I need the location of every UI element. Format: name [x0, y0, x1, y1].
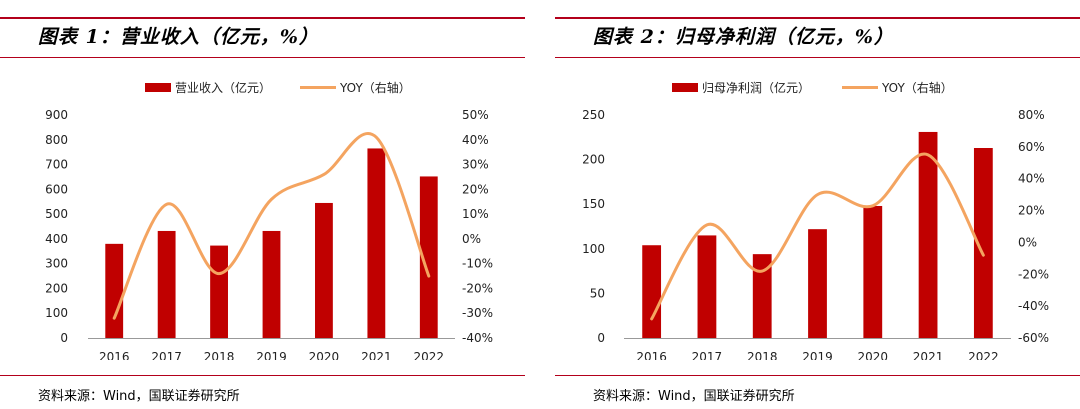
- y-right-tick-label: -20%: [1018, 267, 1049, 281]
- x-tick-label: 2022: [968, 350, 999, 360]
- legend-bar-swatch: [145, 83, 171, 92]
- legend-line-label: YOY（右轴）: [339, 80, 411, 95]
- y-left-tick-label: 900: [45, 108, 68, 122]
- yoy-line: [112, 132, 431, 320]
- top-rule: [555, 17, 1080, 19]
- y-axis-right: -40% -30% -20% -10% 0% 10% 20% 30% 40% 50%: [462, 108, 493, 345]
- y-left-tick-label: 0: [60, 331, 68, 345]
- y-right-tick-label: 30%: [462, 158, 489, 172]
- y-right-tick-label: 40%: [1018, 172, 1045, 186]
- x-tick-label: 2016: [99, 350, 130, 360]
- bar: [262, 230, 281, 338]
- y-left-tick-label: 500: [45, 207, 68, 221]
- source-note: 资料来源：Wind，国联证券研究所: [593, 389, 795, 404]
- y-left-tick-label: 250: [582, 108, 605, 122]
- y-right-tick-label: -40%: [462, 331, 493, 345]
- bar: [697, 235, 717, 338]
- y-left-tick-label: 700: [45, 158, 68, 172]
- y-right-tick-label: 0%: [1018, 235, 1037, 249]
- legend-line-label: YOY（右轴）: [881, 80, 953, 95]
- y-left-tick-label: 600: [45, 182, 68, 196]
- y-left-tick-label: 0: [597, 331, 605, 345]
- y-axis-left: 0 100 200 300 400 500 600 700 800 900: [45, 108, 68, 345]
- x-tick-label: 2019: [802, 350, 833, 360]
- net-profit-chart: 归母净利润（亿元） YOY（右轴）050100150200250-60%-40%-…: [582, 80, 1049, 360]
- y-right-tick-label: -60%: [1018, 331, 1049, 345]
- legend-bar-label: 营业收入（亿元）: [175, 80, 271, 95]
- chart-panel-net-profit: 图表 2：归母净利润（亿元，%） 归母净利润（亿元） YOY（右轴） 0 50 100 1…: [555, 0, 1080, 409]
- bottom-rule: [0, 375, 525, 376]
- y-right-tick-label: -20%: [462, 281, 493, 295]
- bottom-rule: [555, 375, 1080, 376]
- bar: [157, 230, 176, 338]
- legend: 归母净利润（亿元） YOY（右轴）: [672, 80, 953, 95]
- x-tick-label: 2018: [747, 350, 778, 360]
- bar: [863, 205, 883, 338]
- y-left-tick-label: 200: [582, 153, 605, 167]
- y-right-tick-label: 20%: [462, 182, 489, 196]
- chart-title: 图表 1：营业收入（亿元，%）: [38, 26, 319, 48]
- title-rule: [0, 57, 525, 58]
- y-right-tick-label: 80%: [1018, 108, 1045, 122]
- x-tick-label: 2022: [414, 350, 445, 360]
- x-axis: 2016 2017 2018 2019 2020 2021 2022: [636, 350, 998, 360]
- y-right-tick-label: 0%: [462, 232, 481, 246]
- x-tick-label: 2017: [692, 350, 723, 360]
- bar: [808, 229, 827, 338]
- bar-series: [105, 148, 438, 338]
- y-axis-right: -60% -40% -20% 0% 20% 40% 60% 80%: [1018, 108, 1049, 345]
- x-axis: 2016 2017 2018 2019 2020 2021 2022: [99, 350, 444, 360]
- y-right-tick-label: 10%: [462, 207, 489, 221]
- source-note: 资料来源：Wind，国联证券研究所: [38, 389, 240, 404]
- bar: [973, 148, 993, 338]
- y-left-tick-label: 150: [582, 197, 605, 211]
- y-left-tick-label: 800: [45, 133, 68, 147]
- bar: [752, 254, 772, 338]
- y-right-tick-label: -30%: [462, 306, 493, 320]
- x-tick-label: 2019: [256, 350, 287, 360]
- x-tick-label: 2018: [204, 350, 235, 360]
- y-axis-left: 0 50 100 150 200 250: [582, 108, 605, 345]
- bar: [419, 176, 438, 338]
- y-left-tick-label: 400: [45, 232, 68, 246]
- legend-bar-swatch: [672, 83, 698, 92]
- x-tick-label: 2020: [309, 350, 340, 360]
- bar: [642, 245, 662, 338]
- y-right-tick-label: -10%: [462, 257, 493, 271]
- y-right-tick-label: 60%: [1018, 140, 1045, 154]
- x-tick-label: 2017: [151, 350, 182, 360]
- chart-title: 图表 2：归母净利润（亿元，%）: [593, 26, 894, 48]
- chart-panel-revenue: 图表 1：营业收入（亿元，%） 营业收入（亿元） YOY（右轴） 0 100 200 30…: [0, 0, 525, 409]
- bar: [210, 245, 228, 338]
- bar-series: [642, 131, 993, 338]
- x-tick-label: 2020: [858, 350, 889, 360]
- y-left-tick-label: 100: [582, 242, 605, 256]
- title-rule: [555, 57, 1080, 58]
- top-rule: [0, 17, 525, 19]
- x-tick-label: 2021: [913, 350, 944, 360]
- bar: [315, 202, 333, 338]
- bar: [367, 148, 386, 338]
- x-tick-label: 2021: [361, 350, 392, 360]
- legend: 营业收入（亿元） YOY（右轴）: [145, 80, 411, 95]
- y-right-tick-label: -40%: [1018, 299, 1049, 313]
- y-right-tick-label: 20%: [1018, 204, 1045, 218]
- legend-bar-label: 归母净利润（亿元）: [702, 80, 810, 95]
- yoy-line: [650, 152, 985, 321]
- x-tick-label: 2016: [636, 350, 667, 360]
- y-left-tick-label: 200: [45, 281, 68, 295]
- y-left-tick-label: 300: [45, 257, 68, 271]
- revenue-chart: 营业收入（亿元） YOY（右轴） 0 100 200 300 400 500 600 700 800…: [45, 80, 493, 360]
- bar: [918, 131, 938, 338]
- y-left-tick-label: 50: [590, 286, 605, 300]
- y-left-tick-label: 100: [45, 306, 68, 320]
- y-right-tick-label: 40%: [462, 133, 489, 147]
- bar: [105, 243, 124, 338]
- y-right-tick-label: 50%: [462, 108, 489, 122]
